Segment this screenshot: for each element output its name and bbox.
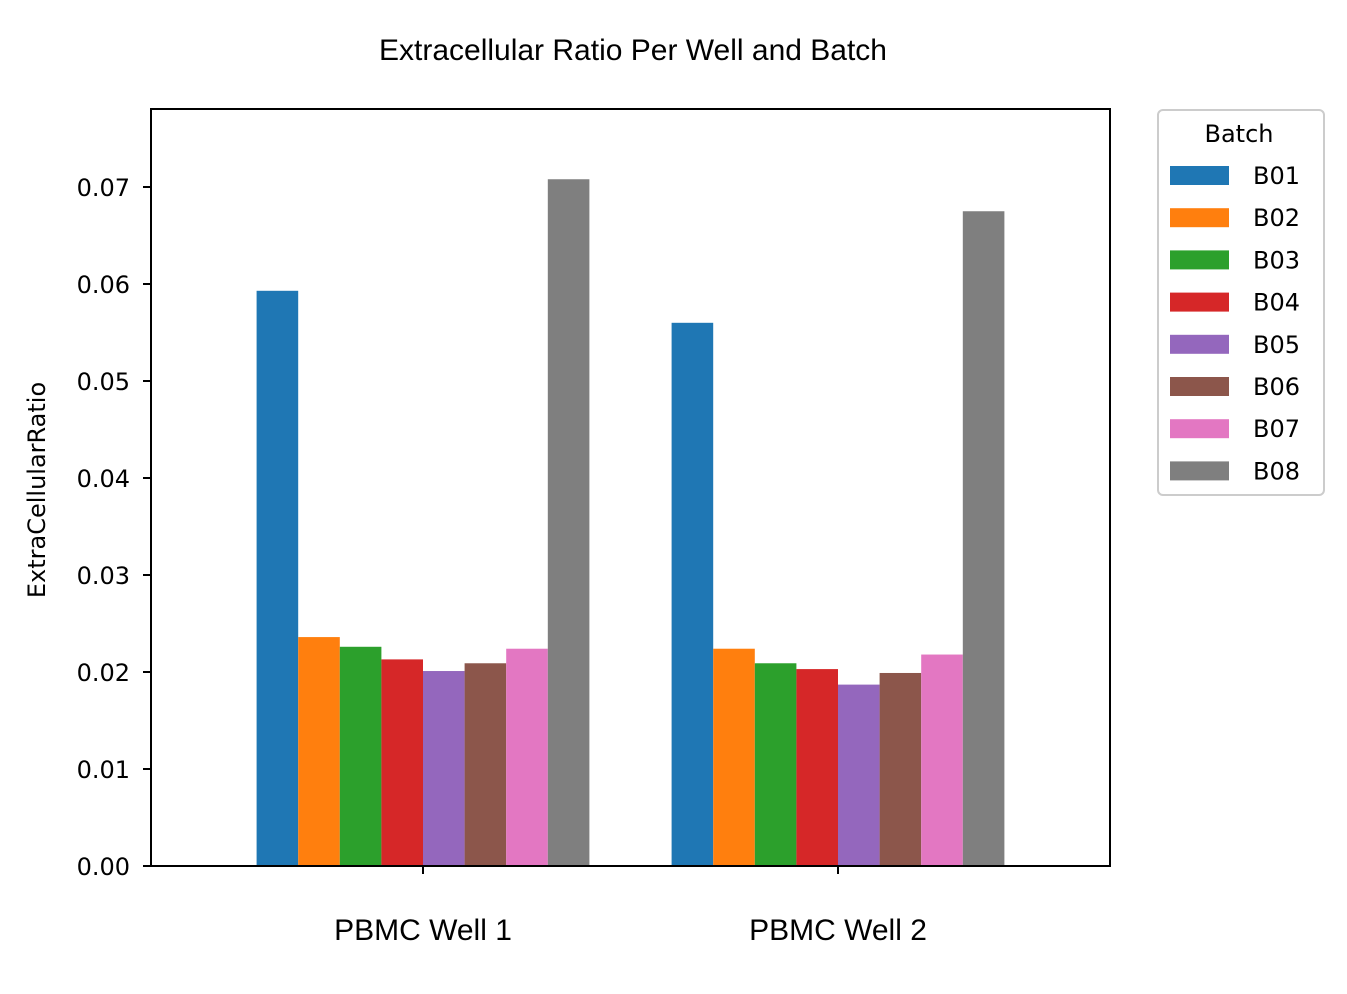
bar-b03-1 — [339, 646, 382, 866]
x-tick-label: PBMC Well 1 — [334, 914, 512, 947]
bar-b08-2 — [962, 211, 1005, 866]
legend-label: B06 — [1253, 373, 1300, 401]
y-tick-label: 0.03 — [77, 562, 130, 590]
y-tick-label: 0.00 — [77, 853, 130, 881]
legend-swatch-b02 — [1170, 208, 1229, 228]
legend-label: B01 — [1253, 162, 1300, 190]
legend-label: B07 — [1253, 415, 1300, 443]
y-tick-label: 0.06 — [77, 271, 130, 299]
bar-b08-1 — [547, 179, 590, 867]
bar-b07-1 — [506, 648, 548, 866]
bar-b04-1 — [381, 659, 423, 866]
legend-swatch-b03 — [1170, 250, 1229, 270]
legend-swatch-b08 — [1170, 461, 1229, 481]
legend-title: Batch — [1205, 120, 1274, 148]
bar-b04-2 — [796, 669, 838, 866]
bar-b02-2 — [713, 648, 755, 866]
y-tick-label: 0.07 — [77, 174, 130, 202]
y-tick-label: 0.02 — [77, 659, 130, 687]
bar-b05-1 — [423, 671, 465, 866]
y-tick-label: 0.01 — [77, 756, 130, 784]
y-axis-label: ExtraCellularRatio — [23, 382, 51, 598]
bar-b06-1 — [464, 663, 507, 866]
y-tick-label: 0.05 — [77, 368, 130, 396]
x-tick-label: PBMC Well 2 — [749, 914, 927, 947]
legend-box — [1157, 109, 1325, 496]
legend-swatch-b07 — [1170, 419, 1229, 439]
plot-frame — [150, 108, 1111, 867]
chart-title: Extracellular Ratio Per Well and Batch — [379, 34, 887, 67]
legend-swatch-b01 — [1170, 166, 1229, 185]
bar-b03-2 — [754, 663, 797, 866]
legend-label: B03 — [1253, 246, 1300, 274]
legend-swatch-b05 — [1170, 334, 1229, 354]
bar-b02-1 — [298, 637, 340, 866]
legend-swatch-b04 — [1170, 292, 1229, 312]
legend-label: B05 — [1253, 331, 1300, 359]
y-tick-label: 0.04 — [77, 465, 130, 493]
bar-b06-2 — [879, 672, 922, 866]
bar-b01-1 — [256, 290, 299, 866]
legend: Batch B01 B02 B03 B04 B05 B06 B07 B08 — [1157, 109, 1325, 496]
legend-label: B08 — [1253, 457, 1300, 485]
legend-label: B02 — [1253, 204, 1300, 232]
legend-label: B04 — [1253, 289, 1300, 317]
bar-b05-2 — [838, 684, 880, 866]
bar-b01-2 — [671, 322, 714, 866]
legend-swatch-b06 — [1170, 377, 1229, 396]
bar-b07-2 — [921, 654, 963, 866]
